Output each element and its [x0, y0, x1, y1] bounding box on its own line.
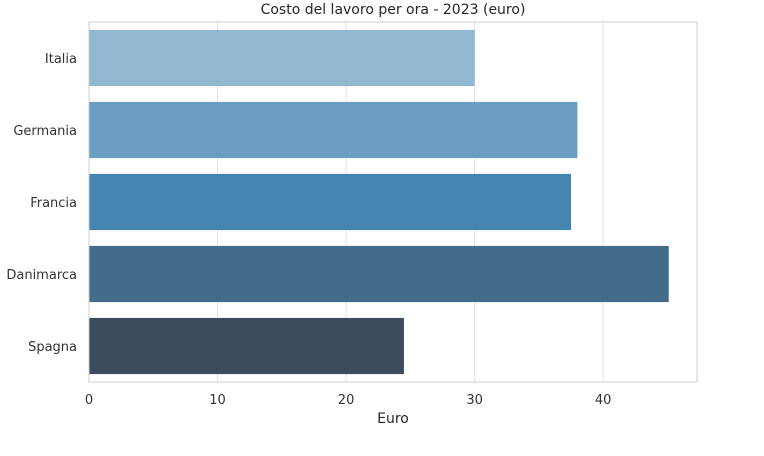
x-tick-label: 40 — [595, 393, 612, 408]
x-tick-label: 20 — [338, 393, 355, 408]
bar-spagna — [89, 317, 404, 375]
x-tick-label: 30 — [466, 393, 483, 408]
bar-francia — [89, 173, 572, 231]
x-axis-label: Euro — [377, 411, 409, 427]
plot-frame — [88, 21, 698, 383]
chart-title: Costo del lavoro per ora - 2023 (euro) — [261, 2, 526, 18]
bar-germania — [89, 101, 578, 159]
y-tick-label: Francia — [30, 196, 77, 211]
x-tick-label: 0 — [85, 393, 93, 408]
y-tick-label: Danimarca — [6, 268, 77, 283]
bars — [89, 29, 669, 375]
y-tick-label: Italia — [45, 52, 77, 67]
y-axis-tick-labels: Italia Germania Francia Danimarca Spagna — [6, 52, 77, 355]
y-tick-label: Spagna — [28, 340, 77, 355]
x-tick-label: 10 — [209, 393, 226, 408]
y-tick-label: Germania — [13, 124, 77, 139]
bar-italia — [89, 29, 475, 87]
bar-danimarca — [89, 245, 669, 303]
x-axis-tick-labels: 0 10 20 30 40 — [85, 393, 612, 408]
